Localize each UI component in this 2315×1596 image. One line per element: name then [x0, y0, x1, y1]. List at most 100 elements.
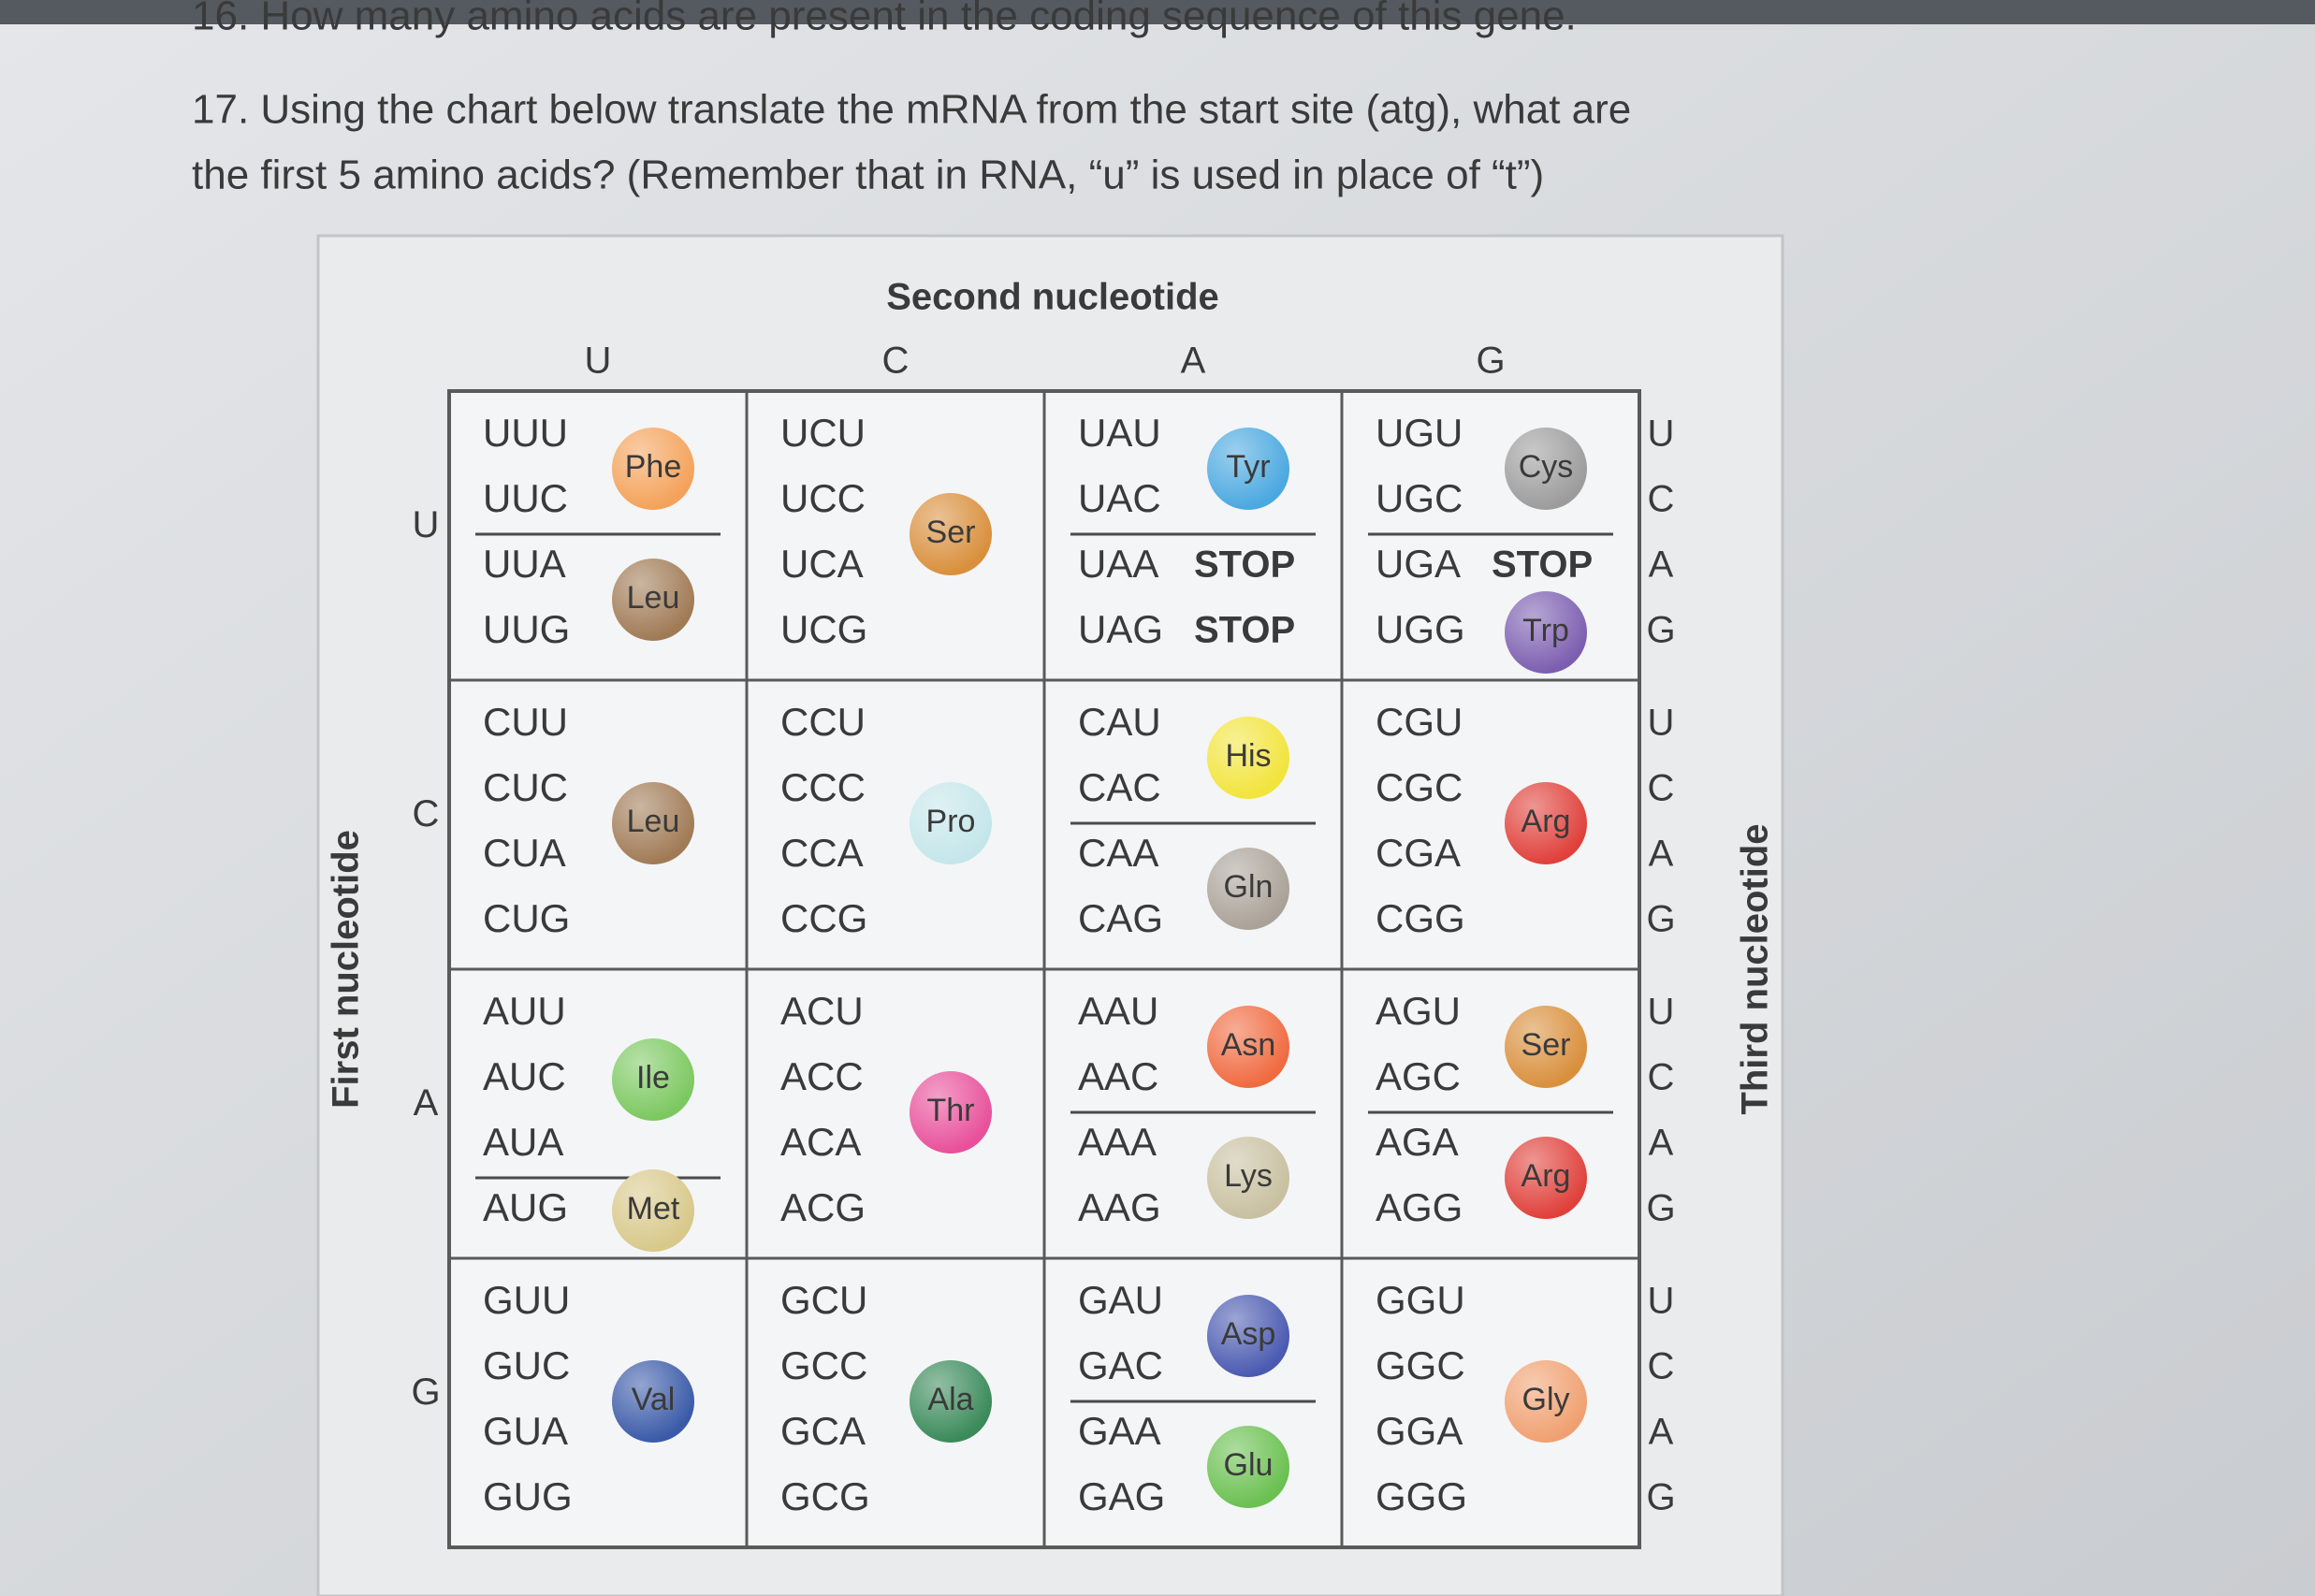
- codon: GCG: [780, 1474, 870, 1518]
- stop-label: STOP: [1492, 544, 1593, 586]
- third-label: Third nucleotide: [1735, 823, 1776, 1114]
- column-header: C: [882, 341, 910, 382]
- row-header: G: [411, 1371, 440, 1413]
- ball-shine: [1207, 1426, 1289, 1508]
- ball-shine: [1505, 591, 1587, 674]
- ball-shine: [612, 428, 694, 510]
- third-base: A: [1649, 544, 1674, 586]
- codon: AAA: [1078, 1120, 1157, 1164]
- ball-shine: [612, 1360, 694, 1443]
- codon: GUG: [483, 1474, 573, 1518]
- amino-acid: Met: [627, 1191, 680, 1226]
- ball-shine: [1505, 1360, 1587, 1443]
- ball-shine: [1207, 1295, 1289, 1377]
- codon: GGG: [1376, 1474, 1467, 1518]
- codon: UCA: [780, 542, 864, 586]
- codon: UCC: [780, 476, 866, 520]
- codon: UUU: [483, 411, 568, 455]
- ball-shine: [1505, 1006, 1587, 1088]
- codon: UCU: [780, 411, 866, 455]
- amino-acid: Ala: [927, 1382, 973, 1417]
- third-base: C: [1648, 479, 1675, 520]
- ball-shine: [910, 1360, 992, 1443]
- third-base: C: [1648, 1057, 1675, 1098]
- codon: GGA: [1376, 1409, 1463, 1453]
- codon: CAC: [1078, 765, 1161, 809]
- third-base: G: [1646, 899, 1675, 940]
- codon: CUU: [483, 700, 568, 744]
- ball-shine: [612, 782, 694, 864]
- ball-shine: [1207, 717, 1289, 799]
- ball-shine: [910, 493, 992, 575]
- codon: GCU: [780, 1278, 867, 1322]
- amino-acid: Gly: [1522, 1382, 1570, 1417]
- codon: UGA: [1376, 542, 1461, 586]
- amino-acid: Asn: [1221, 1027, 1276, 1063]
- codon: GAG: [1078, 1474, 1165, 1518]
- column-header: G: [1476, 341, 1505, 382]
- codon: CAA: [1078, 831, 1158, 875]
- amino-acid: Val: [632, 1382, 676, 1417]
- codon: CCU: [780, 700, 866, 744]
- codon: CGG: [1376, 896, 1465, 940]
- codon: CUG: [483, 896, 570, 940]
- codon: GCA: [780, 1409, 866, 1453]
- codon: AUA: [483, 1120, 563, 1164]
- stop-label: STOP: [1194, 544, 1295, 586]
- question-line: 17. Using the chart below translate the …: [192, 87, 1631, 133]
- first-label: First nucleotide: [326, 830, 367, 1109]
- third-base: A: [1649, 1412, 1674, 1453]
- row-header: C: [413, 793, 440, 834]
- amino-acid: Pro: [926, 804, 976, 839]
- cut-off-line: 16. How many amino acids are present in …: [192, 0, 1577, 39]
- codon: GCC: [780, 1343, 867, 1387]
- third-base: U: [1648, 703, 1675, 744]
- codon: AAC: [1078, 1054, 1158, 1098]
- codon: CUC: [483, 765, 568, 809]
- top-bar: [0, 0, 2315, 24]
- codon: GUC: [483, 1343, 570, 1387]
- codon: UGG: [1376, 607, 1465, 651]
- amino-acid: Gln: [1224, 869, 1274, 905]
- codon: GUA: [483, 1409, 568, 1453]
- codon: GAC: [1078, 1343, 1163, 1387]
- codon: AUG: [483, 1185, 568, 1229]
- chart-title: Second nucleotide: [886, 277, 1219, 318]
- codon: ACG: [780, 1185, 866, 1229]
- stop-label: STOP: [1194, 610, 1295, 651]
- amino-acid: His: [1225, 738, 1271, 774]
- ball-shine: [612, 1038, 694, 1121]
- third-base: G: [1646, 1477, 1675, 1518]
- amino-acid: Phe: [625, 449, 682, 485]
- column-header: A: [1181, 341, 1206, 382]
- ball-shine: [910, 782, 992, 864]
- amino-acid: Arg: [1521, 804, 1571, 839]
- amino-acid: Lys: [1224, 1158, 1273, 1194]
- ball-shine: [1207, 428, 1289, 510]
- codon: CGA: [1376, 831, 1461, 875]
- codon: ACU: [780, 989, 864, 1033]
- amino-acid: Arg: [1521, 1158, 1571, 1194]
- third-base: U: [1648, 1281, 1675, 1322]
- codon: UAA: [1078, 542, 1158, 586]
- codon: UUC: [483, 476, 568, 520]
- ball-shine: [612, 559, 694, 641]
- codon: AGU: [1376, 989, 1461, 1033]
- third-base: A: [1649, 1123, 1674, 1164]
- third-base: C: [1648, 768, 1675, 809]
- codon: AGC: [1376, 1054, 1461, 1098]
- amino-acid: Leu: [627, 580, 680, 616]
- codon: UGU: [1376, 411, 1463, 455]
- third-base: G: [1646, 610, 1675, 651]
- codon: UUA: [483, 542, 566, 586]
- codon: UCG: [780, 607, 867, 651]
- codon: GUU: [483, 1278, 570, 1322]
- codon: GAA: [1078, 1409, 1161, 1453]
- row-header: A: [414, 1082, 439, 1124]
- codon: AUC: [483, 1054, 566, 1098]
- codon: AAU: [1078, 989, 1158, 1033]
- codon: CCG: [780, 896, 867, 940]
- codon: CGU: [1376, 700, 1463, 744]
